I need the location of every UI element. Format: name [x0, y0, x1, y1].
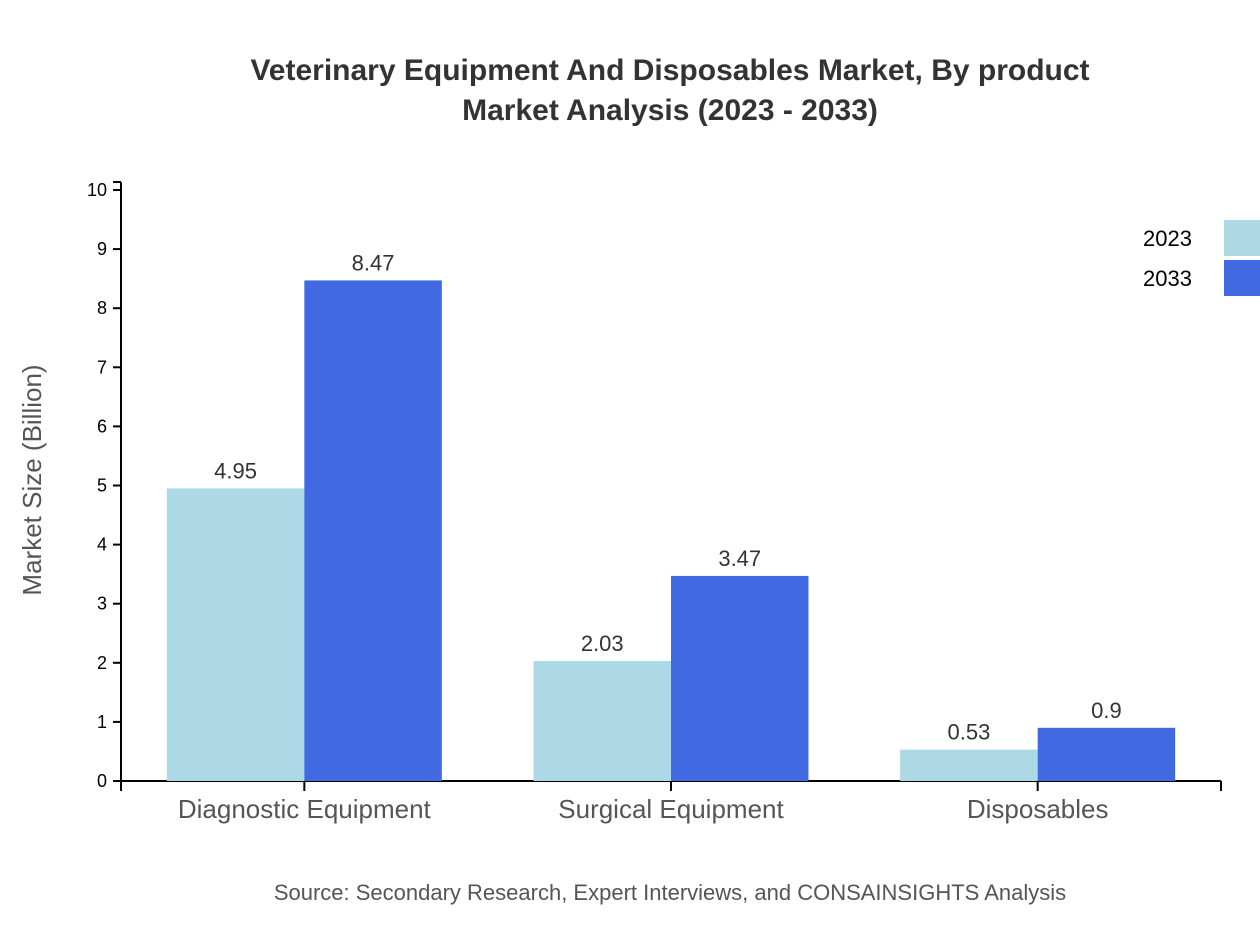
y-tick-label: 0: [97, 771, 107, 791]
legend-swatch: [1224, 220, 1260, 256]
legend-label: 2023: [1143, 226, 1192, 251]
bar: [166, 488, 305, 781]
data-label: 8.47: [352, 250, 395, 275]
x-tick-label: Diagnostic Equipment: [178, 794, 432, 824]
data-label: 0.9: [1091, 698, 1122, 723]
data-label: 2.03: [581, 631, 624, 656]
x-tick-label: Surgical Equipment: [558, 794, 784, 824]
bar: [304, 280, 442, 781]
y-tick-label: 3: [97, 594, 107, 614]
y-tick-label: 6: [97, 416, 107, 436]
bar: [671, 575, 809, 781]
y-tick-label: 4: [97, 535, 107, 555]
y-tick-label: 8: [97, 298, 107, 318]
y-tick-label: 7: [97, 357, 107, 377]
data-label: 3.47: [718, 546, 761, 571]
y-tick-label: 2: [97, 653, 107, 673]
y-tick-label: 10: [87, 180, 107, 200]
y-tick-label: 9: [97, 239, 107, 259]
y-tick-label: 1: [97, 712, 107, 732]
chart-title: Veterinary Equipment And Disposables Mar…: [250, 54, 1089, 87]
data-label: 0.53: [948, 720, 991, 745]
data-label: 4.95: [214, 458, 257, 483]
bar: [900, 749, 1038, 781]
y-tick-label: 5: [97, 476, 107, 496]
bar: [533, 661, 671, 781]
legend-label: 2033: [1143, 266, 1192, 291]
y-axis-label: Market Size (Billion): [17, 364, 47, 595]
legend-swatch: [1224, 260, 1260, 296]
bar: [1037, 727, 1176, 781]
x-tick-label: Disposables: [967, 794, 1109, 824]
source-note: Source: Secondary Research, Expert Inter…: [274, 880, 1066, 905]
chart-subtitle: Market Analysis (2023 - 2033): [462, 94, 878, 127]
